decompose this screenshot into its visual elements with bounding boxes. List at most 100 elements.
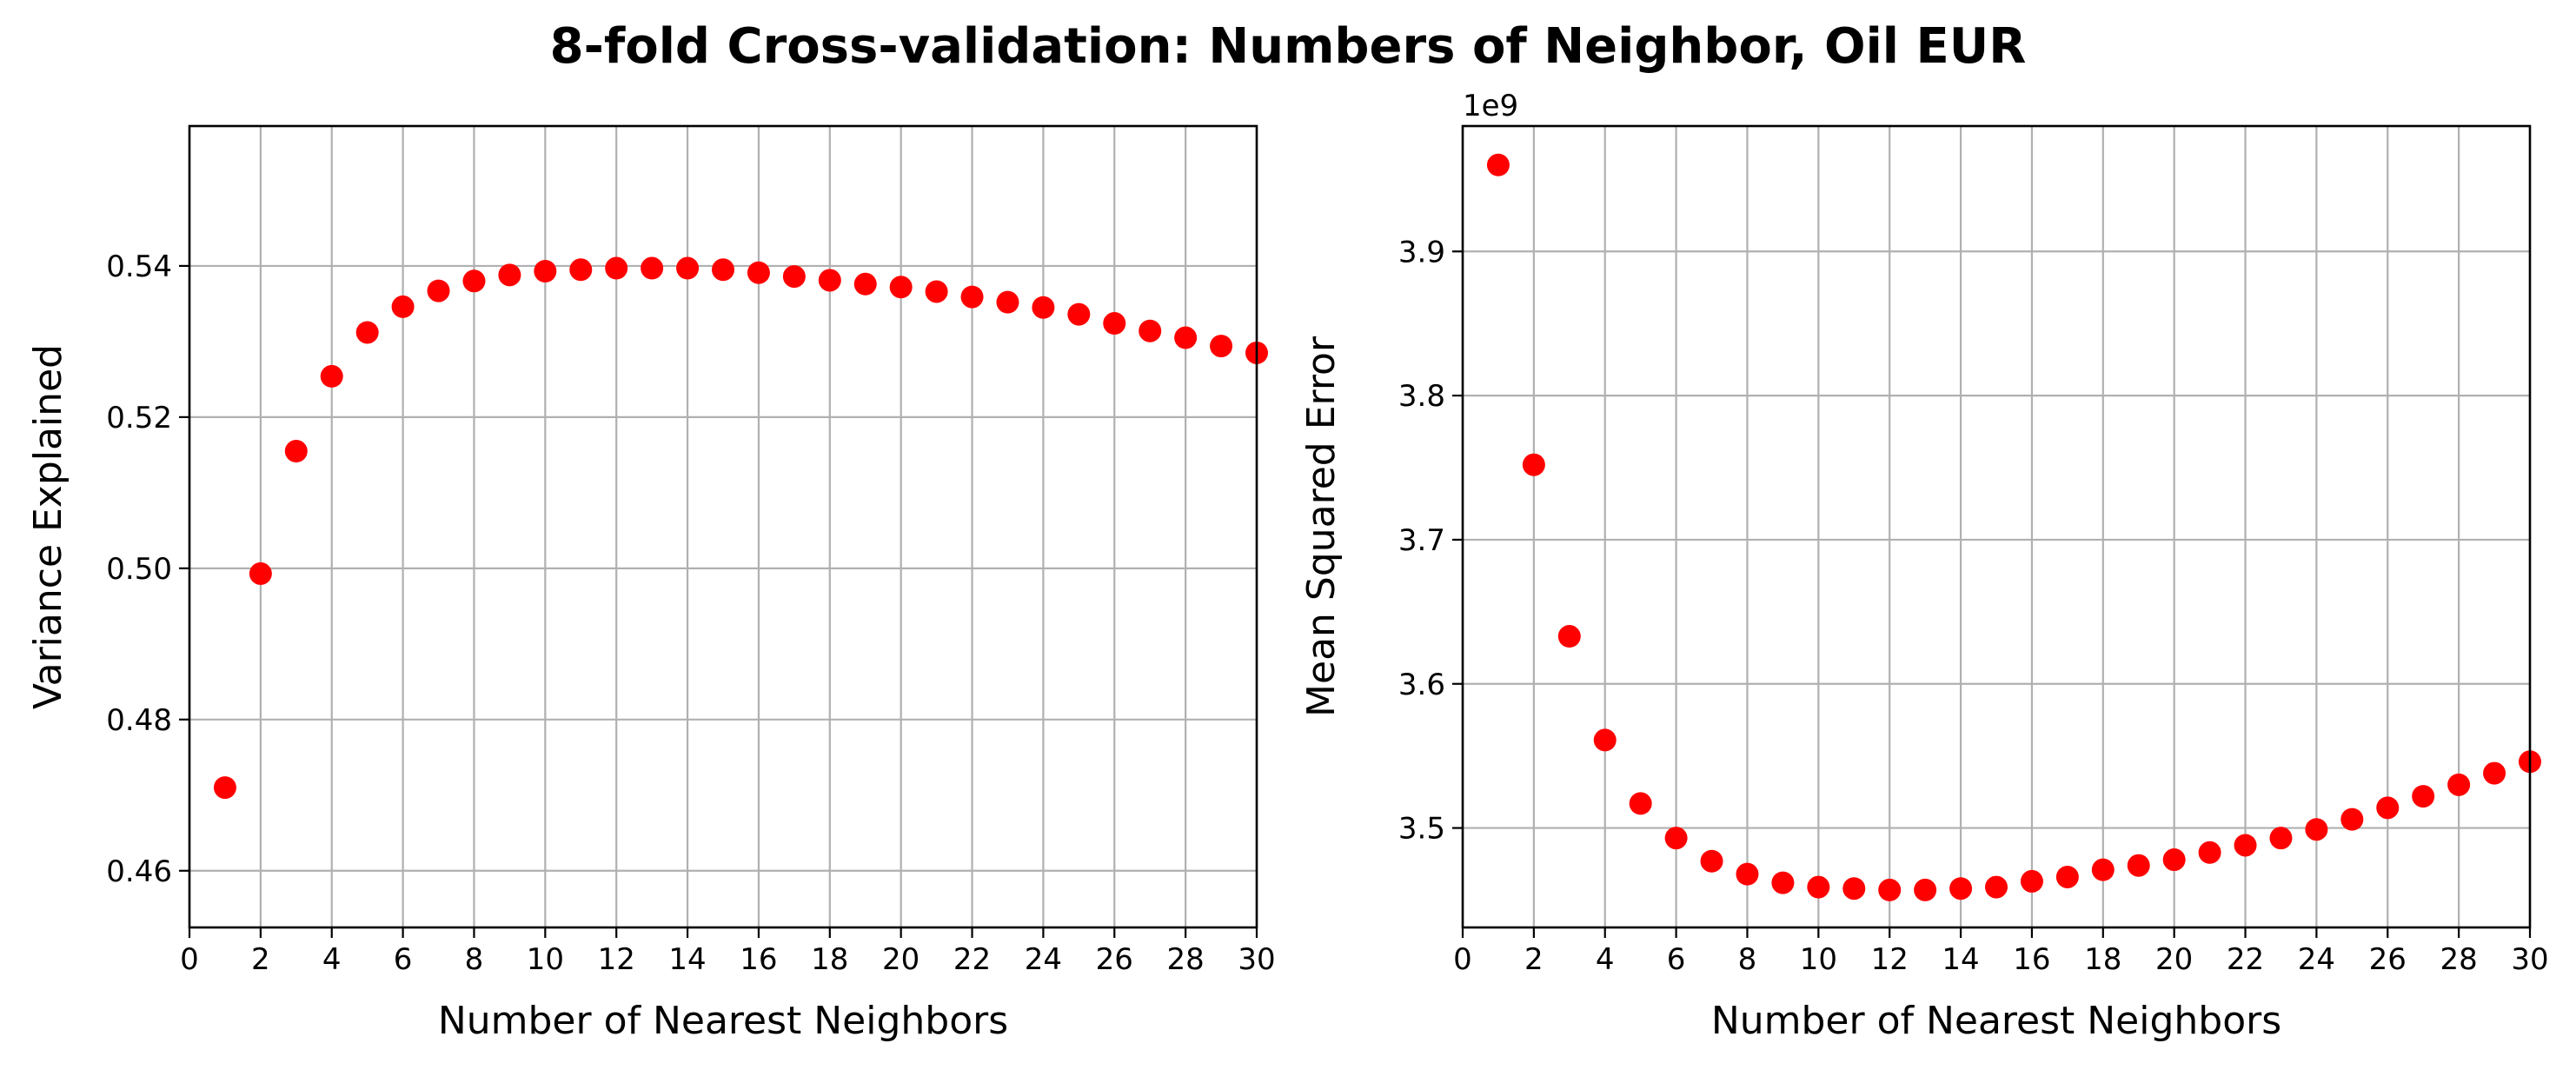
x-tick-label: 24 <box>1025 942 1062 977</box>
data-point <box>605 256 628 280</box>
data-point <box>2198 841 2221 864</box>
data-point <box>1032 296 1055 319</box>
data-point <box>2091 858 2115 881</box>
y-tick-label: 0.52 <box>106 401 172 435</box>
data-point <box>2055 865 2079 888</box>
data-point <box>1139 319 1162 342</box>
x-tick-label: 24 <box>2298 942 2335 977</box>
x-tick-label: 8 <box>465 942 484 977</box>
x-tick-label: 2 <box>251 942 270 977</box>
y-tick-label: 3.5 <box>1398 812 1445 847</box>
x-tick-label: 0 <box>180 942 199 977</box>
data-point <box>213 776 236 800</box>
data-point <box>2340 807 2364 831</box>
data-point <box>889 276 913 299</box>
data-point <box>2020 869 2043 893</box>
x-tick-label: 30 <box>2511 942 2548 977</box>
x-tick-label: 20 <box>882 942 920 977</box>
x-tick-label: 28 <box>2440 942 2478 977</box>
y-tick-label: 0.46 <box>106 854 172 889</box>
data-point <box>249 562 272 585</box>
data-point <box>1842 877 1866 901</box>
x-tick-label: 20 <box>2155 942 2193 977</box>
right-chart-mean-squared-error: 0 2 4 6 8 10 12 14 16 18 20 22 24 26 28 303.53.63.73.83… <box>1299 89 2549 1043</box>
x-tick-label: 30 <box>1238 942 1275 977</box>
data-point <box>2305 818 2328 841</box>
data-point <box>498 263 521 287</box>
data-point <box>1557 625 1581 648</box>
data-point <box>1522 453 1545 476</box>
data-point <box>1174 326 1198 349</box>
x-tick-label: 18 <box>811 942 848 977</box>
y-axis-label: Mean Squared Error <box>1299 336 1344 717</box>
x-tick-label: 10 <box>527 942 564 977</box>
x-tick-label: 28 <box>1167 942 1205 977</box>
data-point <box>1736 862 1759 886</box>
data-point <box>1949 877 1973 901</box>
data-point <box>996 290 1019 314</box>
data-point <box>1914 878 1937 901</box>
data-point <box>2269 827 2293 850</box>
y-tick-label: 3.8 <box>1398 379 1445 414</box>
data-point <box>320 364 343 388</box>
data-point <box>1771 871 1795 894</box>
x-tick-label: 6 <box>1667 942 1686 977</box>
data-point <box>960 285 984 309</box>
x-tick-label: 26 <box>1096 942 1133 977</box>
data-point <box>569 258 593 282</box>
data-point <box>712 258 734 282</box>
y-tick-label: 0.50 <box>106 552 172 587</box>
left-chart-variance-explained: 0 2 4 6 8 10 12 14 16 18 20 22 24 26 28 300.460.480.500… <box>26 124 1276 1043</box>
data-point <box>1486 153 1510 176</box>
data-point <box>1210 335 1233 358</box>
y-tick-label: 3.7 <box>1398 523 1445 558</box>
data-point <box>782 265 806 289</box>
x-tick-label: 22 <box>953 942 991 977</box>
y-tick-label: 0.54 <box>106 249 172 284</box>
axes-frame <box>1461 124 2532 929</box>
x-tick-label: 8 <box>1738 942 1757 977</box>
x-tick-label: 12 <box>598 942 635 977</box>
x-tick-label: 14 <box>668 942 706 977</box>
data-point <box>1629 792 1652 815</box>
data-point <box>355 321 379 344</box>
x-axis-label: Number of Nearest Neighbors <box>438 999 1008 1043</box>
figure-title: 8-fold Cross-validation: Numbers of Neig… <box>550 18 2027 75</box>
data-point <box>2376 796 2400 820</box>
y-tick-label: 3.6 <box>1398 668 1445 702</box>
data-point <box>641 256 664 280</box>
x-tick-label: 14 <box>1942 942 1979 977</box>
x-tick-label: 26 <box>2369 942 2407 977</box>
data-point <box>676 256 700 280</box>
data-point <box>1985 875 2008 899</box>
y-axis-offset-label: 1e9 <box>1463 89 1518 123</box>
data-point <box>1103 312 1126 336</box>
y-axis-label: Variance Explained <box>26 344 70 709</box>
data-point <box>2447 773 2471 796</box>
data-point <box>853 272 877 296</box>
data-point <box>747 261 770 284</box>
data-point <box>1878 878 1902 901</box>
data-point <box>2127 854 2150 877</box>
data-point <box>2162 848 2186 872</box>
data-point <box>818 269 841 292</box>
x-tick-label: 22 <box>2227 942 2264 977</box>
data-point <box>1807 875 1830 899</box>
x-tick-label: 10 <box>1800 942 1837 977</box>
x-tick-label: 4 <box>322 942 342 977</box>
data-point <box>1664 827 1688 850</box>
x-tick-label: 16 <box>2013 942 2050 977</box>
data-point <box>534 260 557 283</box>
x-tick-label: 4 <box>1596 942 1615 977</box>
x-tick-label: 2 <box>1524 942 1544 977</box>
data-point <box>1593 728 1617 752</box>
x-tick-label: 12 <box>1871 942 1909 977</box>
x-axis-label: Number of Nearest Neighbors <box>1711 999 2281 1043</box>
data-point <box>925 280 948 303</box>
x-tick-label: 18 <box>2084 942 2121 977</box>
data-point <box>2412 785 2435 808</box>
data-point <box>2234 834 2257 857</box>
y-tick-label: 3.9 <box>1398 235 1445 269</box>
data-point <box>391 295 415 318</box>
data-point <box>2483 761 2506 785</box>
